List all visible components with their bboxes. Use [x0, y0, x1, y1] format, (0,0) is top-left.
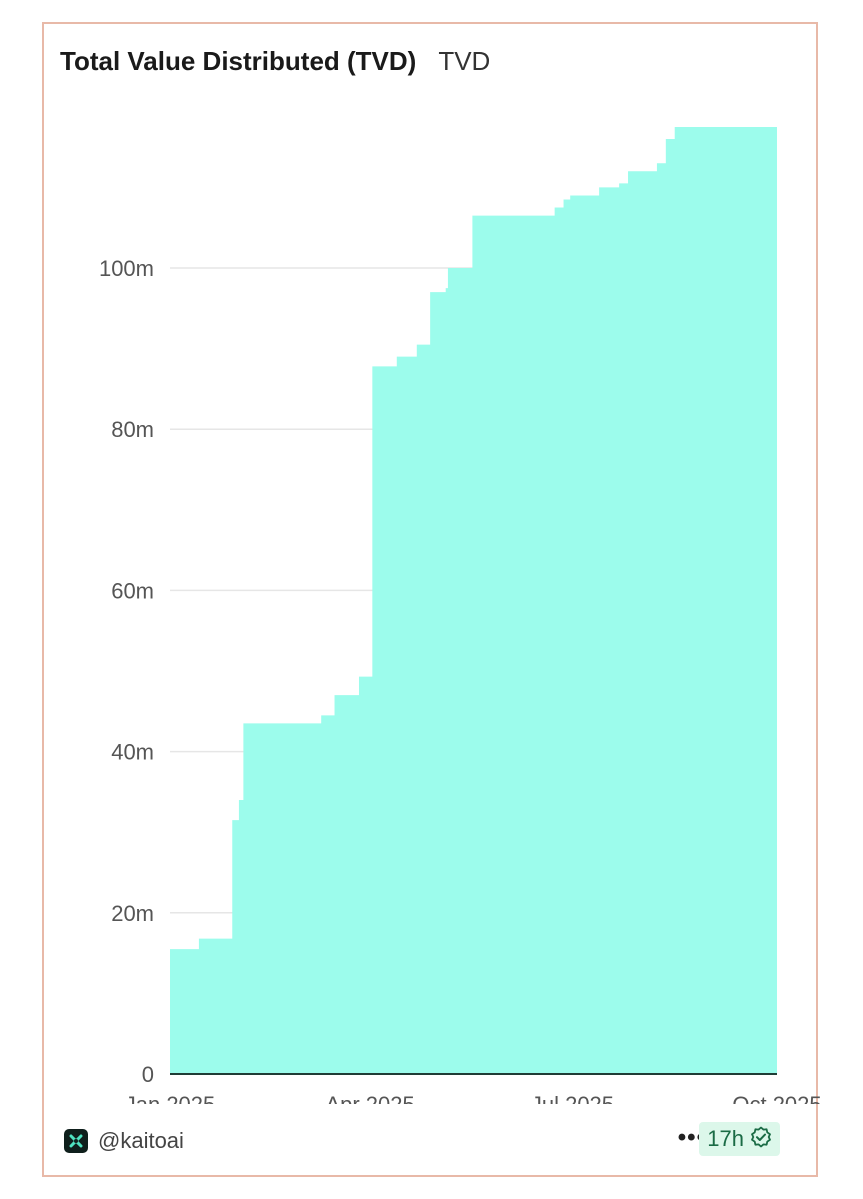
chart-footer: @kaitoai ••• 17h [64, 1122, 800, 1162]
y-tick-label: 40m [111, 740, 154, 765]
y-tick-label: 60m [111, 578, 154, 603]
chart-header: Total Value Distributed (TVD) TVD [60, 46, 490, 77]
y-tick-label: 20m [111, 901, 154, 926]
y-tick-label: 100m [99, 256, 154, 281]
chart-subtitle: TVD [438, 46, 491, 76]
chart-title: Total Value Distributed (TVD) [60, 46, 417, 76]
y-tick-label: 0 [142, 1062, 154, 1087]
area-chart: 0 20m 40m 60m 80m 100m Jan 2025 Apr 2025 Jul 20… [99, 126, 820, 1104]
author-handle: @kaitoai [98, 1128, 184, 1153]
kaito-logo-icon [64, 1129, 88, 1153]
x-tick-label: Jan 2025 [125, 1092, 216, 1104]
y-tick-label: 80m [111, 417, 154, 442]
refresh-age-badge[interactable]: 17h [699, 1122, 780, 1156]
x-tick-label: Jul 2025 [531, 1092, 614, 1104]
chart-card: Total Value Distributed (TVD) TVD 0 20m 40… [42, 22, 820, 1177]
tvd-area-series [170, 126, 777, 1074]
x-tick-label: Oct 2025 [732, 1092, 820, 1104]
x-tick-label: Apr 2025 [325, 1092, 414, 1104]
brand[interactable]: @kaitoai [64, 1128, 184, 1154]
verified-check-icon [750, 1126, 772, 1153]
age-label: 17h [707, 1126, 744, 1151]
